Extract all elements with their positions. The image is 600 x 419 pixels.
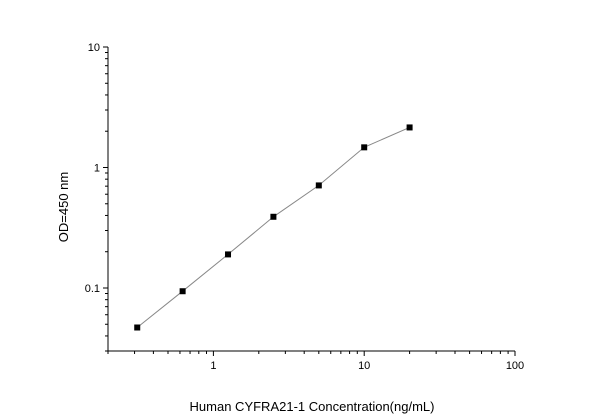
series-line bbox=[136, 126, 410, 328]
data-series bbox=[134, 124, 413, 331]
y-tick-label: 0.1 bbox=[85, 283, 100, 295]
x-tick-label: 10 bbox=[358, 360, 370, 372]
data-point-marker bbox=[406, 124, 413, 131]
data-point-marker bbox=[361, 144, 368, 151]
data-point-marker bbox=[225, 251, 232, 258]
y-tick-label: 1 bbox=[94, 162, 100, 174]
data-point-marker bbox=[134, 324, 141, 331]
data-point-marker bbox=[270, 213, 277, 220]
data-point-marker bbox=[315, 182, 322, 189]
x-tick-label: 1 bbox=[210, 360, 216, 372]
y-axis-title: OD=450 nm bbox=[56, 172, 71, 242]
x-axis-title: Human CYFRA21-1 Concentration(ng/mL) bbox=[190, 399, 435, 414]
axes: 0.1 1 10 1 10 100 bbox=[85, 42, 524, 372]
data-point-marker bbox=[179, 288, 186, 295]
x-tick-label: 100 bbox=[506, 360, 524, 372]
y-tick-label: 10 bbox=[88, 42, 100, 54]
